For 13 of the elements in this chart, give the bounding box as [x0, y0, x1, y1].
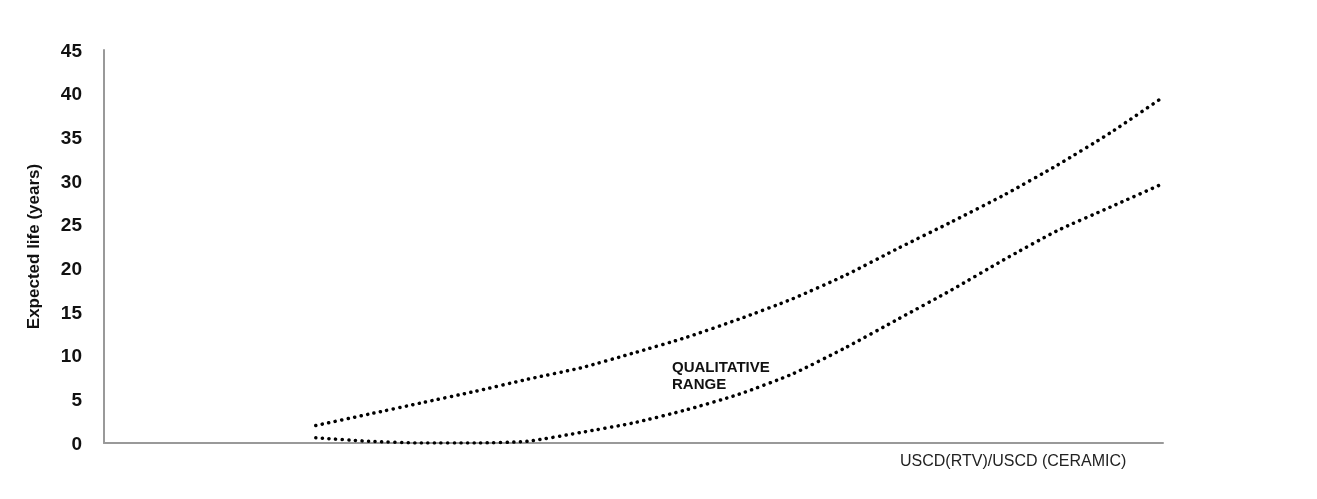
y-tick-label: 5: [71, 388, 83, 410]
y-tick-label: 10: [60, 345, 82, 367]
x-axis-title: USCD(RTV)/USCD (CERAMIC): [900, 451, 1127, 469]
y-tick-label: 20: [60, 257, 82, 279]
annotation: QUALITATIVE RANGE: [672, 358, 774, 392]
y-tick-label: 30: [60, 170, 82, 192]
y-tick-label: 35: [60, 126, 83, 148]
y-tick-label: 40: [60, 83, 82, 105]
y-tick-label: 0: [71, 432, 82, 454]
y-tick-label: 45: [60, 39, 83, 61]
y-tick-label: 15: [60, 301, 83, 323]
y-axis-title: Expected life (years): [24, 163, 43, 330]
y-tick-label: 25: [60, 214, 83, 236]
